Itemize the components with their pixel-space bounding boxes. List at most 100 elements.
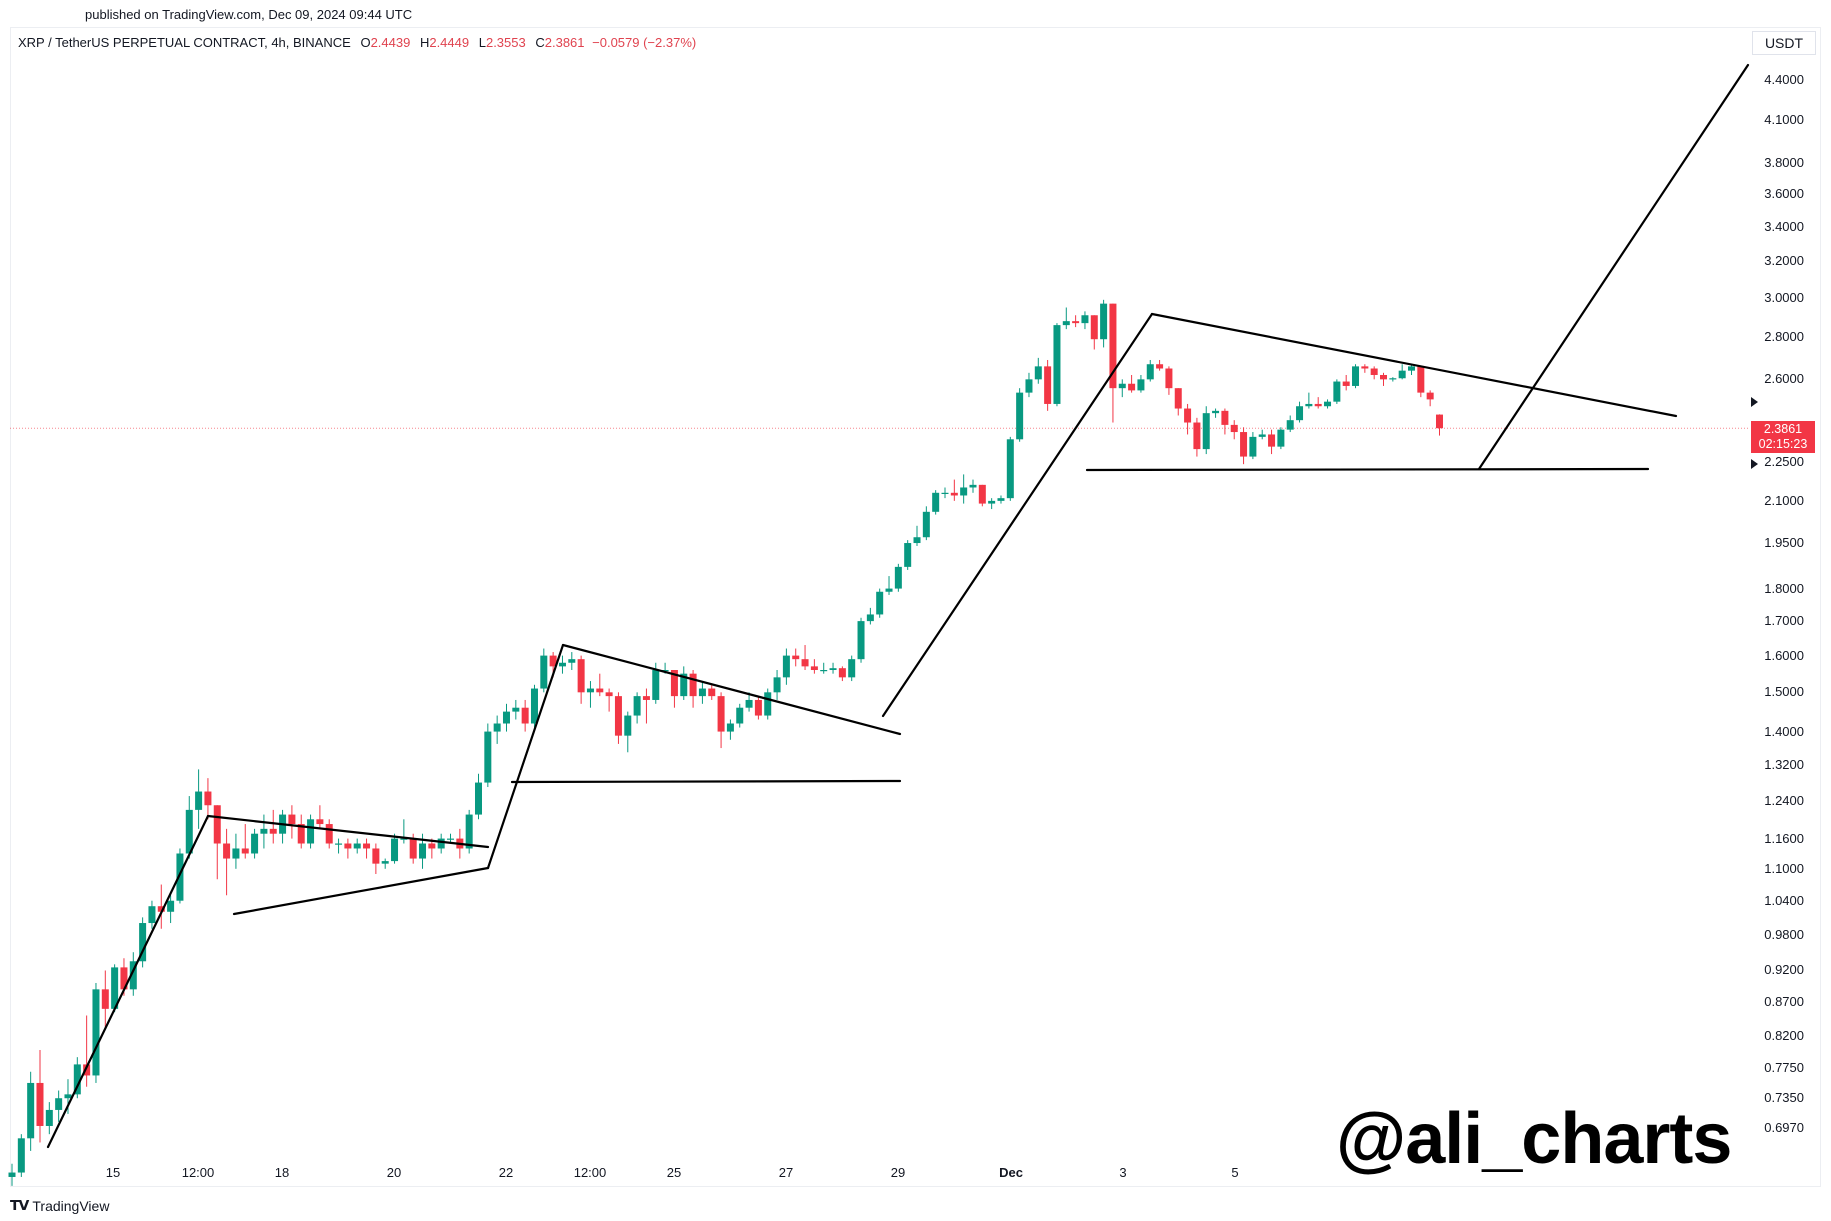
tradingview-logo[interactable]: 𝗧𝗩 TradingView: [10, 1197, 109, 1214]
candle-body: [307, 819, 315, 844]
candle-body: [1426, 392, 1434, 400]
candle-body: [680, 673, 688, 697]
candle-body: [92, 989, 100, 1076]
time-tick-label: Dec: [999, 1165, 1023, 1180]
price-tick-label: 1.3200: [1764, 757, 1804, 773]
candle-body: [428, 843, 436, 849]
price-tick-label: 2.2500: [1764, 453, 1804, 469]
candle-body: [372, 848, 380, 864]
price-tick-label: 0.9800: [1764, 926, 1804, 942]
candle-body: [1305, 403, 1313, 407]
candle-body: [1044, 366, 1052, 404]
candle-body: [1062, 321, 1070, 326]
candle-body: [876, 591, 884, 615]
candle-body: [1277, 429, 1285, 447]
candle-body: [1100, 303, 1108, 340]
candle-body: [820, 670, 828, 672]
price-tick-label: 3.6000: [1764, 186, 1804, 202]
candle-body: [829, 668, 837, 671]
price-tick-label: 1.8000: [1764, 580, 1804, 596]
candle-body: [614, 696, 622, 736]
candle-body: [1025, 379, 1033, 393]
tradingview-logo-icon: 𝗧𝗩: [10, 1197, 29, 1213]
candle-body: [1324, 401, 1332, 407]
candle-body: [484, 731, 492, 783]
candle-body: [148, 906, 156, 924]
candle-body: [1109, 303, 1117, 389]
high-value: 2.4449: [429, 35, 470, 50]
candle-body: [241, 848, 249, 854]
price-tick-label: 1.4000: [1764, 723, 1804, 739]
candle-body: [857, 621, 865, 660]
candle-body: [232, 848, 240, 859]
candle-body: [512, 707, 520, 712]
candle-body: [1296, 406, 1304, 421]
candle-body: [568, 659, 576, 663]
candle-body: [251, 833, 259, 854]
candle-body: [1380, 374, 1388, 380]
candle-body: [1165, 368, 1173, 389]
candle-body: [1221, 410, 1229, 425]
tradingview-brand: TradingView: [32, 1197, 110, 1214]
candle-body: [409, 838, 417, 859]
candle-body: [521, 707, 529, 724]
candle-body: [185, 809, 193, 854]
candle-body: [1202, 413, 1210, 450]
price-tick-label: 3.8000: [1764, 155, 1804, 171]
candle-body: [391, 838, 399, 862]
candle-body: [661, 670, 669, 672]
candle-body: [913, 537, 921, 544]
close-label: C: [535, 35, 545, 50]
time-tick-label: 29: [890, 1165, 906, 1180]
trendline-pole-2: [486, 643, 565, 870]
candle-body: [708, 688, 716, 697]
time-tick-label: 25: [666, 1165, 682, 1180]
time-tick-label: 12:00: [573, 1165, 607, 1180]
candle-body: [950, 492, 958, 496]
candle-body: [586, 688, 594, 693]
candle-body: [633, 696, 641, 716]
price-tick-label: 0.9200: [1764, 962, 1804, 978]
candle-body: [736, 707, 744, 724]
candle-body: [1286, 420, 1294, 430]
price-tick-label: 2.6000: [1764, 371, 1804, 387]
time-tick-label: 3: [1119, 1165, 1127, 1180]
price-tick-label: 1.6000: [1764, 647, 1804, 663]
published-caption: published on TradingView.com, Dec 09, 20…: [85, 7, 413, 22]
price-tick-label: 0.8700: [1764, 994, 1804, 1010]
candle-body: [726, 723, 734, 732]
candle-body: [1314, 403, 1322, 407]
currency-button[interactable]: USDT: [1752, 31, 1816, 55]
price-tick-label: 1.0400: [1764, 892, 1804, 908]
candle-body: [8, 1172, 16, 1177]
candle-body: [960, 487, 968, 496]
candle-body: [885, 588, 893, 592]
candle-body: [810, 666, 818, 671]
price-tick-label: 3.2000: [1764, 253, 1804, 269]
candle-body: [1053, 325, 1061, 404]
candle-body: [922, 511, 930, 538]
candle-body: [540, 655, 548, 689]
candle-body: [978, 484, 986, 504]
candle-body: [139, 923, 147, 962]
candle-body: [932, 492, 940, 512]
candle-body: [1249, 436, 1257, 457]
candle-body: [260, 828, 268, 834]
candle-body: [941, 492, 949, 494]
last-price-value: 2.3861: [1763, 422, 1803, 436]
candle-body: [792, 655, 800, 660]
time-tick-label: 12:00: [181, 1165, 215, 1180]
candle-body: [344, 843, 352, 849]
candle-body: [419, 843, 427, 859]
candle-body: [465, 814, 473, 849]
candle-body: [773, 677, 781, 693]
candle-body: [45, 1109, 53, 1126]
candle-body: [111, 967, 119, 1009]
candle-body: [782, 655, 790, 678]
candle-body: [1212, 410, 1220, 414]
candle-body: [475, 782, 482, 815]
candle-body: [83, 1064, 91, 1076]
time-tick-label: 15: [105, 1165, 121, 1180]
price-tick-label: 4.1000: [1764, 112, 1804, 128]
